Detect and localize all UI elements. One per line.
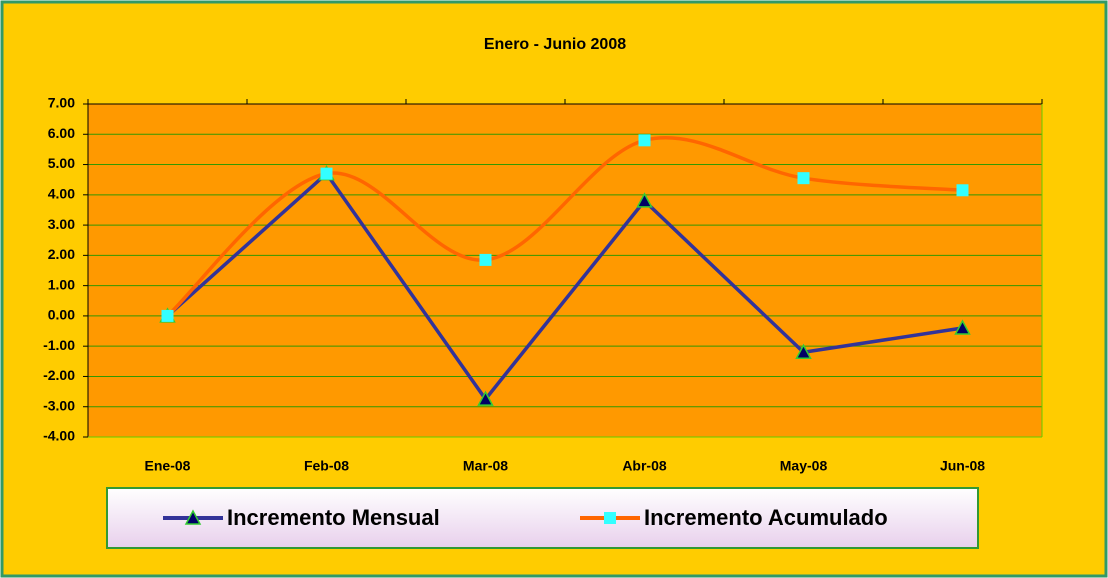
x-tick-label: Feb-08 bbox=[304, 458, 349, 474]
y-tick-label: 5.00 bbox=[48, 155, 75, 171]
data-point bbox=[320, 167, 333, 180]
data-point bbox=[479, 253, 492, 266]
legend-label: Incremento Mensual bbox=[227, 505, 440, 530]
data-point bbox=[795, 343, 812, 359]
y-tick-label: -2.00 bbox=[43, 367, 75, 383]
x-tick-label: May-08 bbox=[780, 458, 828, 474]
y-tick-label: 1.00 bbox=[48, 276, 75, 292]
data-point bbox=[477, 390, 494, 406]
plot-area bbox=[88, 104, 1042, 437]
data-point bbox=[636, 192, 653, 208]
legend-label: Incremento Acumulado bbox=[644, 505, 888, 530]
y-tick-label: -4.00 bbox=[43, 428, 75, 444]
y-tick-label: 3.00 bbox=[48, 216, 75, 232]
chart-title: Enero - Junio 2008 bbox=[484, 36, 626, 53]
y-tick-label: -1.00 bbox=[43, 337, 75, 353]
x-tick-label: Ene-08 bbox=[145, 458, 191, 474]
y-tick-label: 7.00 bbox=[48, 95, 75, 111]
x-tick-label: Abr-08 bbox=[622, 458, 667, 474]
y-tick-label: 4.00 bbox=[48, 186, 75, 202]
data-point bbox=[638, 134, 651, 147]
x-tick-label: Jun-08 bbox=[940, 458, 985, 474]
y-tick-label: 0.00 bbox=[48, 307, 75, 323]
y-tick-label: -3.00 bbox=[43, 397, 75, 413]
legend-marker bbox=[184, 509, 202, 525]
data-point bbox=[797, 172, 810, 185]
x-tick-label: Mar-08 bbox=[463, 458, 508, 474]
data-point bbox=[954, 319, 971, 335]
series-line bbox=[166, 171, 963, 403]
y-tick-label: 6.00 bbox=[48, 125, 75, 141]
legend bbox=[106, 487, 979, 549]
data-point bbox=[956, 184, 969, 197]
data-point bbox=[161, 309, 174, 322]
legend-marker bbox=[604, 512, 616, 524]
y-tick-label: 2.00 bbox=[48, 246, 75, 262]
